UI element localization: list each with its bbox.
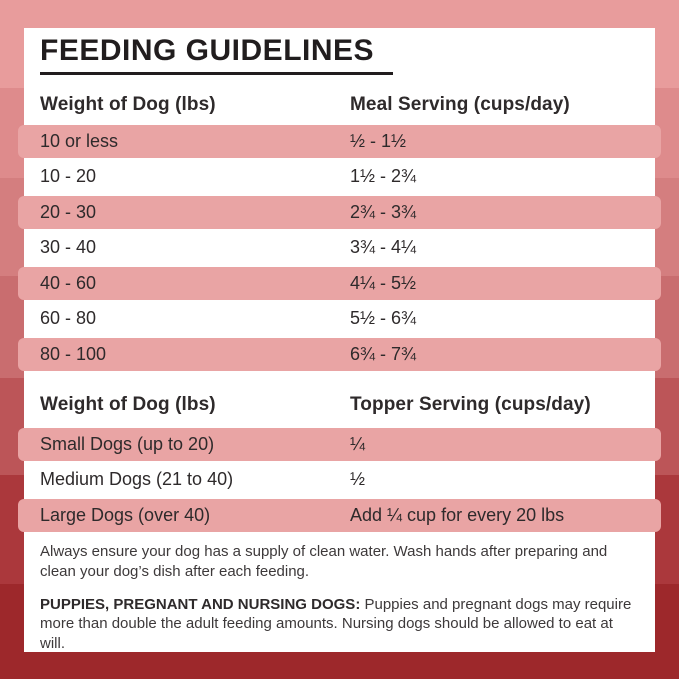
- topper-table-row: Medium Dogs (21 to 40) ½: [18, 463, 661, 496]
- weight-cell: Large Dogs (over 40): [40, 504, 211, 525]
- serving-cell: ½ - 1½: [350, 130, 407, 151]
- puppies-note-text: Puppies and pregnant dogs may require mo…: [40, 595, 632, 653]
- serving-cell: 5½ - 6¾: [350, 308, 417, 328]
- weight-cell: 10 or less: [40, 130, 119, 151]
- serving-cell: 6¾ - 7¾: [350, 343, 417, 364]
- weight-cell: 20 - 30: [40, 201, 97, 222]
- serving-cell: ½: [350, 469, 366, 489]
- serving-cell: 2¾ - 3¾: [350, 201, 417, 222]
- page-title: FEEDING GUIDELINES: [40, 34, 375, 67]
- meal-weight-column-header: Weight of Dog (lbs): [40, 94, 216, 115]
- meal-table-row: 10 or less ½ - 1½: [18, 124, 661, 158]
- puppies-note: PUPPIES, PREGNANT AND NURSING DOGS: Pupp…: [40, 595, 642, 654]
- serving-cell: 1½ - 2¾: [350, 166, 417, 186]
- water-note: Always ensure your dog has a supply of c…: [40, 543, 608, 580]
- title-underline: [40, 72, 393, 75]
- serving-cell: 3¾ - 4¼: [350, 237, 417, 257]
- serving-cell: Add ¼ cup for every 20 lbs: [350, 504, 565, 525]
- serving-cell: 4¼ - 5½: [350, 272, 417, 293]
- weight-cell: 10 - 20: [40, 166, 97, 186]
- weight-cell: 30 - 40: [40, 237, 97, 257]
- meal-table-row: 40 - 60 4¼ - 5½: [18, 266, 661, 300]
- topper-table-header: Weight of Dog (lbs) Topper Serving (cups…: [24, 394, 655, 418]
- meal-table-row: 60 - 80 5½ - 6¾: [18, 302, 661, 335]
- meal-serving-column-header: Meal Serving (cups/day): [350, 94, 570, 115]
- topper-table-row: Small Dogs (up to 20) ¼: [18, 427, 661, 461]
- meal-table-row: 80 - 100 6¾ - 7¾: [18, 337, 661, 371]
- feeding-guidelines-card: FEEDING GUIDELINES Weight of Dog (lbs) M…: [18, 28, 661, 652]
- weight-cell: 40 - 60: [40, 272, 97, 293]
- topper-weight-column-header: Weight of Dog (lbs): [40, 394, 216, 415]
- weight-cell: Medium Dogs (21 to 40): [40, 469, 234, 489]
- meal-table-row: 10 - 20 1½ - 2¾: [18, 160, 661, 193]
- weight-cell: Small Dogs (up to 20): [40, 433, 215, 454]
- topper-serving-column-header: Topper Serving (cups/day): [350, 394, 591, 415]
- topper-table-row: Large Dogs (over 40) Add ¼ cup for every…: [18, 498, 661, 532]
- meal-table-row: 30 - 40 3¾ - 4¼: [18, 231, 661, 264]
- meal-table-header: Weight of Dog (lbs) Meal Serving (cups/d…: [24, 94, 655, 118]
- serving-cell: ¼: [350, 433, 366, 454]
- puppies-note-label: PUPPIES, PREGNANT AND NURSING DOGS:: [40, 595, 361, 613]
- weight-cell: 60 - 80: [40, 308, 97, 328]
- meal-table-row: 20 - 30 2¾ - 3¾: [18, 195, 661, 229]
- footnotes: Always ensure your dog has a supply of c…: [40, 542, 642, 667]
- weight-cell: 80 - 100: [40, 343, 107, 364]
